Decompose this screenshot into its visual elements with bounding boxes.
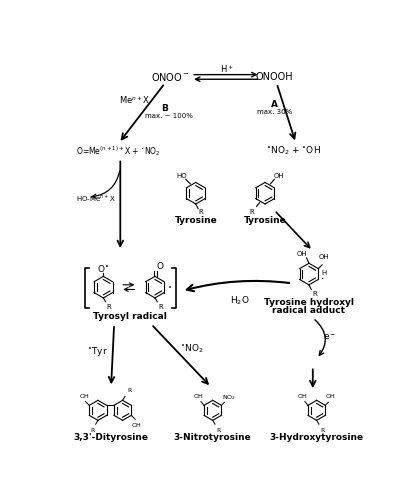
Text: R: R (90, 428, 95, 433)
Text: 3-Hydroxytyrosine: 3-Hydroxytyrosine (270, 433, 364, 442)
Text: OH: OH (132, 423, 141, 428)
Text: R: R (320, 428, 324, 433)
Text: 3,3'-Dityrosine: 3,3'-Dityrosine (74, 433, 148, 442)
Text: R: R (199, 210, 204, 216)
Text: max. 30%: max. 30% (257, 110, 292, 116)
Text: HO: HO (176, 174, 187, 180)
Text: H$^+$: H$^+$ (220, 64, 234, 75)
Text: $^{\bullet}$Tyr: $^{\bullet}$Tyr (87, 344, 108, 358)
Text: OH: OH (298, 394, 308, 399)
Text: R: R (312, 291, 317, 297)
Text: OH: OH (79, 394, 89, 399)
Text: R: R (250, 210, 254, 216)
Text: O$^{\bullet}$: O$^{\bullet}$ (97, 263, 109, 274)
Text: ONOOH: ONOOH (256, 72, 293, 82)
Text: R: R (216, 428, 220, 433)
Text: R: R (106, 304, 111, 310)
Text: NO$_2$: NO$_2$ (222, 393, 236, 402)
Text: e$^-$: e$^-$ (323, 332, 336, 342)
Text: 3-Nitrotyrosine: 3-Nitrotyrosine (174, 433, 252, 442)
Text: OH: OH (297, 251, 307, 257)
Text: O: O (157, 262, 164, 271)
Text: R: R (158, 304, 163, 310)
Text: A: A (271, 100, 278, 109)
Text: O=Me$^{(n+1)+}$X + $^{\bullet}$NO$_2$: O=Me$^{(n+1)+}$X + $^{\bullet}$NO$_2$ (76, 144, 161, 158)
Text: B: B (162, 104, 168, 113)
Text: OH: OH (194, 394, 204, 399)
Text: $^{\bullet}$: $^{\bullet}$ (167, 284, 172, 293)
Text: HO-Me$^{n+}$X: HO-Me$^{n+}$X (76, 194, 115, 204)
Text: $^{\bullet}$NO$_2$ + $^{\bullet}$OH: $^{\bullet}$NO$_2$ + $^{\bullet}$OH (266, 144, 321, 157)
Text: H: H (322, 270, 327, 276)
Text: Tyrosyl radical: Tyrosyl radical (93, 312, 167, 321)
Text: R: R (128, 388, 132, 393)
Text: Tyrosine: Tyrosine (244, 216, 286, 224)
Text: Tyrosine: Tyrosine (174, 216, 217, 224)
Text: OH: OH (319, 254, 330, 260)
Text: Tyrosine hydroxyl: Tyrosine hydroxyl (264, 298, 354, 307)
Text: radical adduct: radical adduct (272, 306, 346, 315)
Text: max. ~ 100%: max. ~ 100% (145, 113, 193, 119)
Text: OH: OH (326, 394, 335, 399)
Text: Me$^{n+}$X: Me$^{n+}$X (119, 94, 150, 106)
Text: $^{\bullet}$: $^{\bullet}$ (320, 276, 324, 284)
Text: $^{\bullet}$NO$_2$: $^{\bullet}$NO$_2$ (180, 342, 204, 355)
Text: ONOO$^-$: ONOO$^-$ (151, 71, 190, 83)
Text: OH: OH (274, 174, 284, 180)
Text: H$_2$O: H$_2$O (230, 295, 250, 308)
